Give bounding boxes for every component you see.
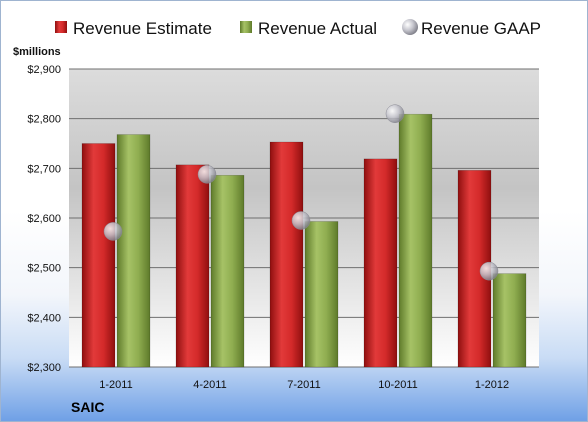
y-tick-label: $2,800 — [27, 114, 61, 126]
legend-label: Revenue Estimate — [73, 19, 212, 38]
x-axis-ticks: 1-2011 4-2011 7-2011 10-2011 1-2012 — [99, 379, 509, 391]
legend-swatch — [55, 21, 67, 33]
estimate-bar — [81, 143, 116, 368]
x-tick-label: 1-2012 — [475, 379, 509, 391]
actual-bar — [398, 113, 433, 368]
gaap-marker — [385, 104, 405, 123]
y-tick-label: $2,900 — [27, 64, 61, 76]
actual-bar — [116, 134, 151, 368]
legend-swatch — [402, 19, 418, 35]
y-tick-label: $2,300 — [27, 362, 61, 374]
y-axis-ticks: $2,300 $2,400 $2,500 $2,600 $2,700 $2,800 $2,9… — [27, 64, 61, 374]
company-name: SAIC — [71, 399, 105, 415]
gaap-marker — [103, 222, 123, 241]
legend-label: Revenue GAAP — [421, 19, 541, 38]
y-tick-label: $2,500 — [27, 263, 61, 275]
gaap-marker — [197, 165, 217, 184]
legend-label: Revenue Actual — [258, 19, 377, 38]
legend: Revenue Estimate Revenue Actual Revenue GA… — [55, 19, 541, 38]
actual-bar — [492, 273, 527, 368]
y-tick-label: $2,400 — [27, 312, 61, 324]
gaap-marker — [291, 211, 311, 230]
bars-group — [81, 113, 527, 368]
actual-bar — [210, 174, 245, 368]
legend-swatch — [240, 21, 252, 33]
x-tick-label: 4-2011 — [193, 379, 226, 391]
gaap-marker — [479, 261, 499, 281]
y-tick-label: $2,700 — [27, 163, 61, 175]
estimate-bar — [175, 164, 210, 368]
estimate-bar — [363, 158, 398, 368]
x-tick-label: 1-2011 — [99, 379, 132, 391]
gaap-markers-group — [103, 104, 499, 281]
x-tick-label: 7-2011 — [287, 379, 320, 391]
actual-bar — [304, 221, 339, 368]
x-tick-label: 10-2011 — [378, 379, 418, 391]
y-unit-label: $millions — [13, 46, 61, 58]
estimate-bar — [269, 141, 304, 368]
y-tick-label: $2,600 — [27, 213, 61, 225]
